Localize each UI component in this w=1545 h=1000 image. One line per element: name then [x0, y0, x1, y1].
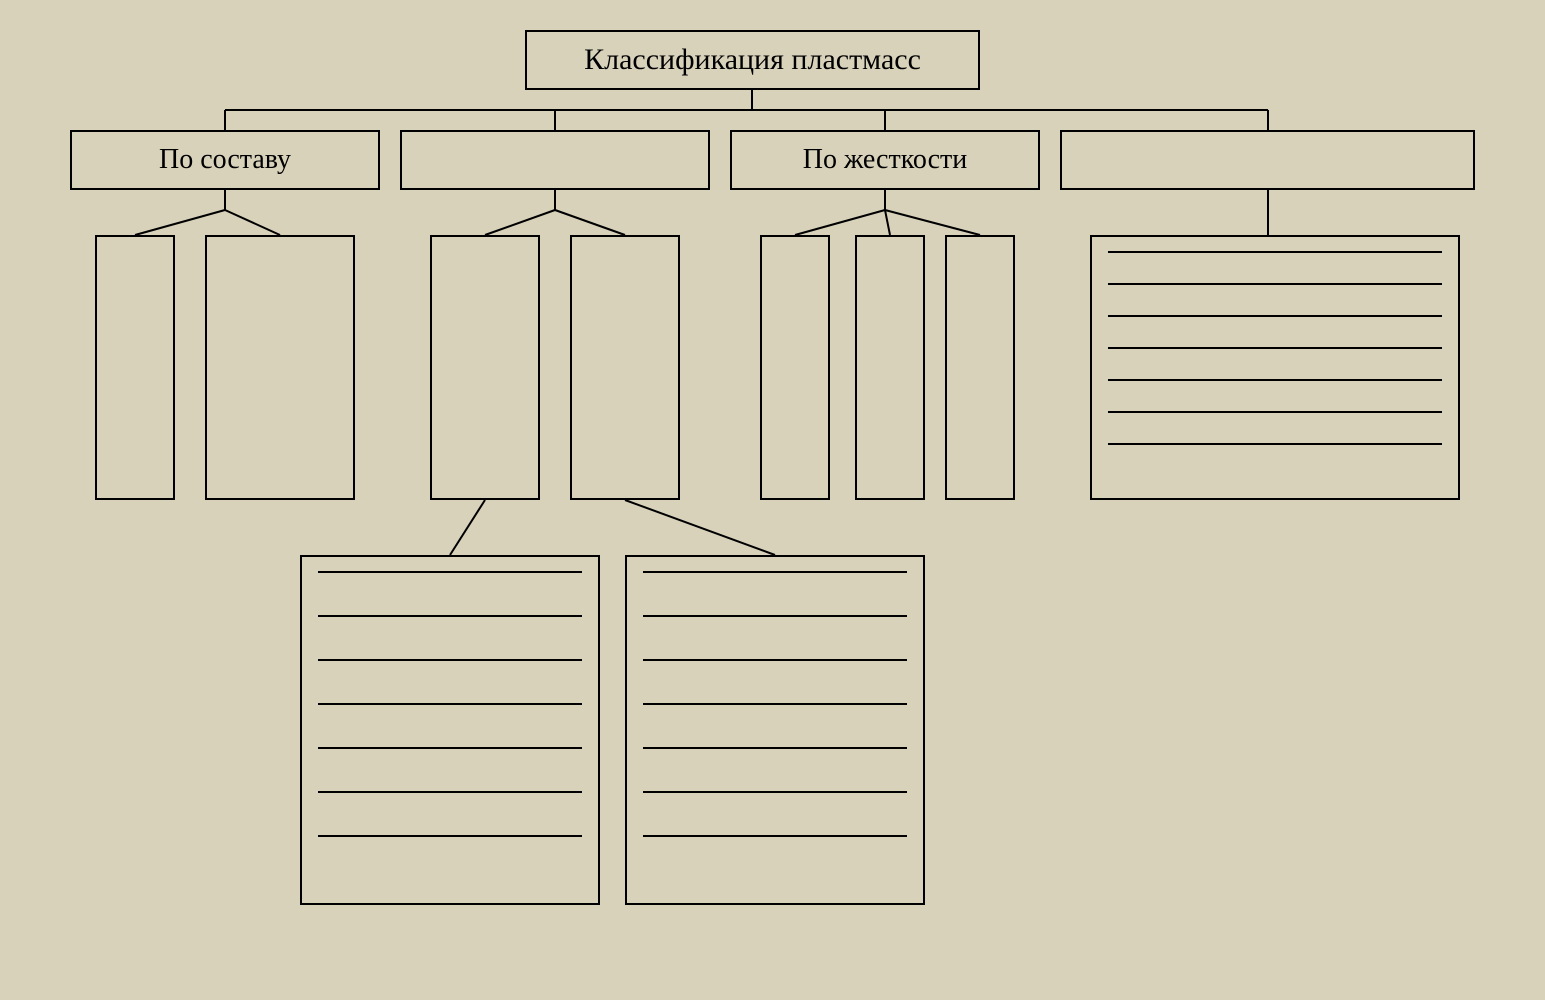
category-empty-4: [1060, 130, 1475, 190]
writing-lines-box: [300, 555, 600, 905]
connector-line: [135, 210, 225, 235]
writing-line: [1108, 251, 1442, 253]
leaf-box: [430, 235, 540, 500]
writing-line: [643, 659, 907, 661]
writing-line: [643, 703, 907, 705]
writing-line: [643, 615, 907, 617]
writing-line: [318, 791, 582, 793]
writing-line: [643, 835, 907, 837]
connector-line: [885, 210, 980, 235]
writing-line: [643, 571, 907, 573]
leaf-box: [205, 235, 355, 500]
category-empty-2: [400, 130, 710, 190]
connector-line: [795, 210, 885, 235]
connector-line: [555, 210, 625, 235]
leaf-box: [855, 235, 925, 500]
category-by-rigidity: По жесткости: [730, 130, 1040, 190]
connector-line: [885, 210, 890, 235]
connector-line: [225, 210, 280, 235]
writing-line: [318, 615, 582, 617]
writing-line: [643, 791, 907, 793]
connector-line: [485, 210, 555, 235]
writing-line: [318, 571, 582, 573]
category-label: По жесткости: [803, 144, 968, 176]
writing-line: [1108, 283, 1442, 285]
connector-line: [450, 500, 485, 555]
category-by-composition: По составу: [70, 130, 380, 190]
writing-line: [318, 659, 582, 661]
writing-lines-box: [1090, 235, 1460, 500]
leaf-box: [570, 235, 680, 500]
writing-line: [1108, 443, 1442, 445]
leaf-box: [760, 235, 830, 500]
diagram-title: Классификация пластмасс: [525, 30, 980, 90]
category-label: По составу: [159, 144, 291, 176]
writing-line: [1108, 411, 1442, 413]
writing-line: [1108, 315, 1442, 317]
writing-line: [643, 747, 907, 749]
leaf-box: [945, 235, 1015, 500]
writing-line: [318, 835, 582, 837]
writing-line: [1108, 379, 1442, 381]
writing-line: [318, 703, 582, 705]
leaf-box: [95, 235, 175, 500]
writing-lines-box: [625, 555, 925, 905]
writing-line: [1108, 347, 1442, 349]
connector-line: [625, 500, 775, 555]
diagram-title-text: Классификация пластмасс: [584, 43, 921, 77]
writing-line: [318, 747, 582, 749]
